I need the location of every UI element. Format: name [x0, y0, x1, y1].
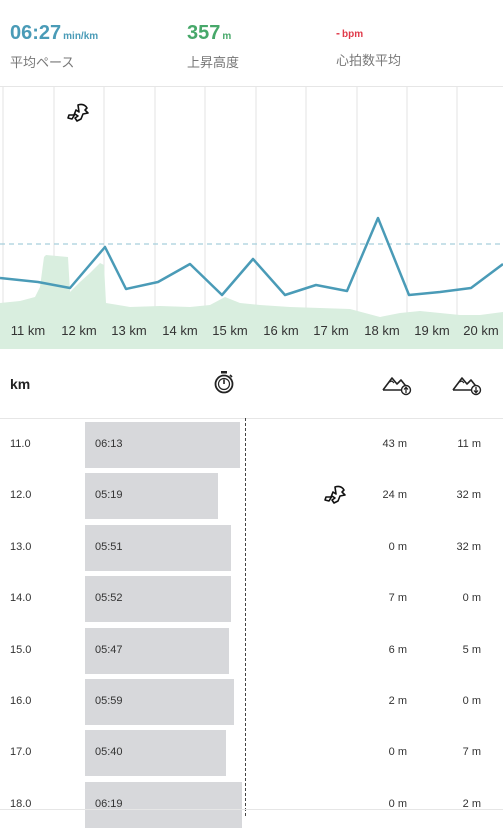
split-row[interactable]: 18.0 06:19 0 m 2 m [0, 778, 503, 829]
split-row[interactable]: 13.0 05:51 0 m 32 m [0, 521, 503, 572]
km-label: 15 km [212, 323, 248, 338]
split-row[interactable]: 12.0 05:19 24 m 32 m [0, 469, 503, 520]
km-label: 17 km [313, 323, 349, 338]
split-descent: 32 m [456, 540, 481, 553]
pace-bar [85, 679, 235, 725]
split-km: 11.0 [10, 438, 31, 450]
split-row[interactable]: 16.0 05:59 2 m 0 m [0, 675, 503, 726]
km-label: 20 km [463, 323, 499, 338]
pace-bar [85, 576, 232, 623]
split-km: 17.0 [10, 746, 32, 759]
split-ascent: 0 m [388, 797, 407, 810]
split-row[interactable]: 17.0 05:40 0 m 7 m [0, 726, 503, 777]
split-pace: 05:52 [95, 592, 123, 605]
elevation-label: 上昇高度 [187, 55, 240, 70]
pace-bar [85, 730, 227, 777]
stat-elevation-value: 357 m [187, 22, 239, 48]
km-label: 11 km [10, 323, 46, 338]
chart-svg [0, 87, 503, 349]
split-descent: 5 m [462, 643, 481, 656]
split-ascent: 7 m [388, 592, 407, 605]
pace-bar [85, 473, 218, 520]
split-descent: 32 m [456, 489, 481, 502]
split-pace: 06:13 [95, 438, 123, 450]
split-ascent: 24 m [382, 489, 407, 502]
split-pace: 06:19 [95, 797, 123, 810]
split-pace: 05:40 [95, 746, 123, 759]
pace-elevation-chart[interactable]: 11 km 12 km 13 km 14 km 15 km 16 km 17 k… [0, 87, 503, 349]
average-pace-marker [245, 418, 246, 816]
split-ascent: 0 m [388, 746, 407, 759]
split-km: 18.0 [10, 797, 32, 810]
mountain-ascent-icon [382, 377, 412, 396]
elevation-unit: m [222, 31, 232, 42]
split-descent: 7 m [462, 746, 481, 759]
split-pace: 05:51 [95, 540, 123, 553]
stat-heart-rate: - bpm 心拍数平均 [336, 22, 401, 69]
stat-pace-value: 06:27 min/km [10, 22, 98, 48]
split-ascent: 6 m [388, 643, 407, 656]
split-km: 15.0 [10, 643, 32, 656]
pace-bar [85, 422, 241, 468]
split-descent: 2 m [462, 797, 481, 810]
split-km: 12.0 [10, 489, 32, 502]
split-ascent: 43 m [382, 438, 407, 450]
stats-header: 06:27 min/km 平均ペース 357 m 上昇高度 - bpm 心拍数平均 [0, 0, 503, 87]
elevation-area [0, 255, 503, 349]
divider [0, 809, 503, 810]
pace-label: 平均ペース [10, 55, 75, 70]
splits-table: 11.0 06:13 43 m 11 m 12.0 05:19 24 m 32 … [0, 418, 503, 828]
split-descent: 0 m [462, 592, 481, 605]
km-column-header: km [10, 376, 31, 392]
split-row[interactable]: 14.0 05:52 7 m 0 m [0, 572, 503, 623]
elevation-value: 357 [187, 22, 221, 44]
pace-bar [85, 524, 231, 571]
split-pace: 05:59 [95, 695, 123, 707]
km-label: 14 km [162, 323, 198, 338]
heart-rate-label: 心拍数平均 [336, 53, 402, 68]
runner-icon [67, 103, 89, 122]
splits-table-header: km [0, 350, 503, 419]
stat-average-pace: 06:27 min/km 平均ペース [10, 22, 98, 71]
stat-heart-rate-value: - bpm [336, 22, 401, 46]
km-label: 19 km [414, 323, 450, 338]
split-pace: 05:19 [95, 489, 123, 502]
heart-rate-value: - [336, 26, 340, 40]
pace-line [0, 216, 503, 297]
km-label: 18 km [364, 323, 400, 338]
split-km: 16.0 [10, 695, 32, 707]
km-label: 12 km [61, 323, 97, 338]
split-km: 14.0 [10, 592, 32, 605]
split-descent: 0 m [462, 695, 481, 707]
stat-elevation-gain: 357 m 上昇高度 [187, 22, 239, 71]
heart-rate-unit: bpm [342, 29, 364, 40]
pace-value: 06:27 [10, 22, 62, 44]
split-row[interactable]: 11.0 06:13 43 m 11 m [0, 418, 503, 469]
split-descent: 11 m [457, 438, 481, 450]
split-km: 13.0 [10, 540, 32, 553]
split-ascent: 2 m [388, 695, 407, 707]
runner-icon [324, 486, 346, 505]
split-ascent: 0 m [388, 540, 407, 553]
split-pace: 05:47 [95, 643, 123, 656]
km-label: 16 km [263, 323, 299, 338]
chart-grid [2, 87, 458, 317]
stopwatch-icon [214, 371, 234, 394]
mountain-descent-icon [452, 377, 482, 396]
km-label: 13 km [111, 323, 147, 338]
pace-bar [85, 627, 230, 674]
split-row[interactable]: 15.0 05:47 6 m 5 m [0, 624, 503, 675]
pace-unit: min/km [63, 31, 99, 42]
